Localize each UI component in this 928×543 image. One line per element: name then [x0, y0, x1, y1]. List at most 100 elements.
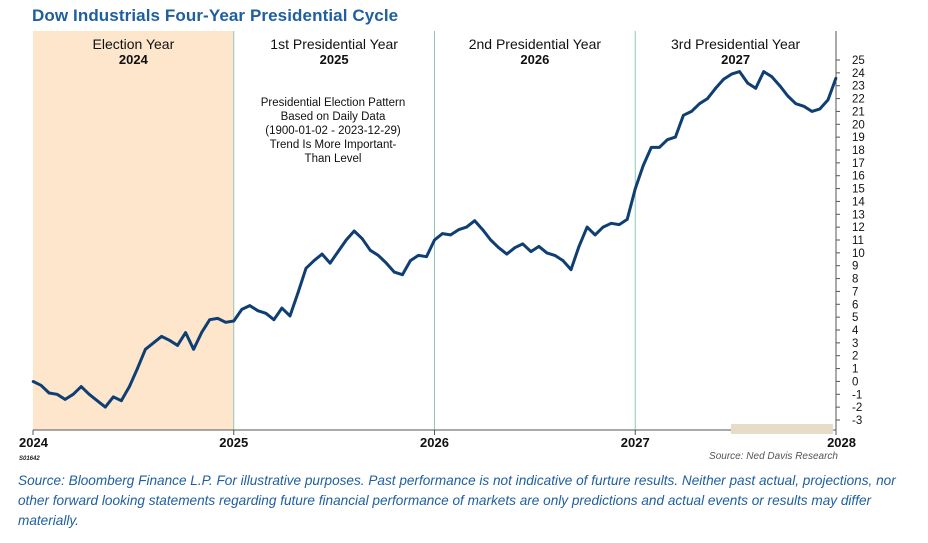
data-point — [722, 78, 725, 81]
data-point — [834, 76, 838, 80]
data-point — [577, 245, 581, 248]
data-point — [449, 233, 452, 237]
data-point — [754, 87, 757, 90]
data-point — [200, 331, 203, 334]
data-point — [714, 87, 717, 90]
series-layer — [31, 70, 838, 409]
data-point — [71, 393, 75, 396]
data-point — [120, 399, 123, 403]
y-tick-label: 7 — [852, 286, 858, 298]
data-point — [778, 84, 782, 87]
period-label: Election Year — [93, 36, 175, 52]
data-point — [304, 267, 308, 270]
data-point — [264, 312, 268, 315]
y-tick-label: 4 — [852, 325, 859, 337]
data-point — [698, 102, 701, 105]
data-point — [95, 399, 99, 403]
y-tick-label: -3 — [852, 415, 862, 427]
annotation-line: Based on Daily Data — [281, 111, 386, 123]
data-point — [256, 309, 260, 313]
data-point — [216, 317, 219, 320]
data-point — [224, 321, 227, 324]
data-point — [433, 238, 436, 242]
data-point — [529, 250, 533, 253]
x-tick-label: 2028 — [827, 435, 856, 450]
data-point — [818, 107, 822, 111]
x-axis: 2024 2025 2026 2027 2028 — [19, 429, 856, 450]
disclaimer-caption: Source: Bloomberg Finance L.P. For illus… — [18, 473, 896, 528]
data-point — [489, 238, 493, 242]
y-tick-label: 1 — [852, 364, 858, 376]
y-tick-label: 25 — [852, 55, 865, 67]
x-tick-label: 2024 — [19, 435, 49, 450]
x-tick-label: 2027 — [621, 435, 650, 450]
data-point — [569, 268, 573, 271]
data-point — [553, 254, 557, 257]
data-point — [184, 331, 187, 334]
data-point — [425, 255, 428, 258]
y-tick-label: 0 — [852, 376, 858, 388]
data-point — [585, 225, 589, 229]
data-point — [104, 405, 107, 409]
data-point — [746, 81, 749, 85]
data-point — [770, 75, 774, 78]
x-tick-label: 2026 — [420, 435, 449, 450]
data-point — [63, 398, 67, 401]
data-point — [810, 110, 814, 113]
data-point — [481, 228, 485, 231]
data-point — [369, 249, 372, 252]
data-point — [545, 251, 549, 255]
data-point — [730, 72, 733, 76]
data-point — [160, 335, 163, 338]
annotation-line: Trend Is More Important- — [270, 139, 397, 151]
data-point — [513, 246, 517, 249]
data-point — [666, 138, 669, 141]
data-point — [561, 259, 565, 262]
period-year: 2026 — [520, 52, 549, 67]
data-point — [248, 304, 252, 307]
data-point — [802, 105, 806, 108]
data-point — [55, 393, 59, 396]
y-tick-label: 15 — [852, 184, 865, 196]
y-tick-label: 8 — [852, 274, 858, 286]
annotation-line: Than Level — [305, 153, 362, 165]
data-point — [385, 261, 388, 265]
data-point — [312, 259, 316, 262]
data-point — [650, 146, 653, 149]
data-point — [473, 219, 477, 222]
y-tick-label: -2 — [852, 402, 862, 414]
period-label: 2nd Presidential Year — [469, 36, 602, 52]
chart-title: Dow Industrials Four-Year Presidential C… — [32, 6, 399, 25]
y-tick-label: 11 — [852, 235, 864, 247]
data-point — [738, 70, 741, 73]
data-point — [360, 237, 364, 240]
data-point — [152, 341, 155, 345]
data-point — [634, 187, 637, 190]
data-point — [232, 319, 236, 323]
data-point — [762, 70, 765, 73]
period-bands — [33, 31, 234, 430]
chart-annotation: Presidential Election Pattern Based on Da… — [261, 97, 405, 165]
data-point — [31, 380, 35, 383]
data-point — [690, 110, 693, 113]
data-point — [457, 228, 460, 231]
data-point — [826, 98, 830, 102]
data-point — [609, 222, 613, 225]
y-tick-label: 19 — [852, 132, 865, 144]
y-tick-label: 24 — [852, 68, 865, 80]
data-point — [441, 232, 444, 235]
data-point — [352, 229, 356, 233]
y-tick-label: 21 — [852, 106, 865, 118]
data-point — [401, 273, 404, 277]
data-point — [112, 395, 115, 399]
data-point — [706, 97, 709, 100]
y-tick-label: 5 — [852, 312, 858, 324]
data-point — [168, 339, 171, 342]
chart-code: S01642 — [19, 456, 40, 462]
data-point — [682, 114, 685, 117]
data-point — [47, 391, 51, 395]
y-tick-label: 16 — [852, 171, 865, 183]
data-point — [601, 225, 605, 229]
data-point — [417, 254, 420, 257]
